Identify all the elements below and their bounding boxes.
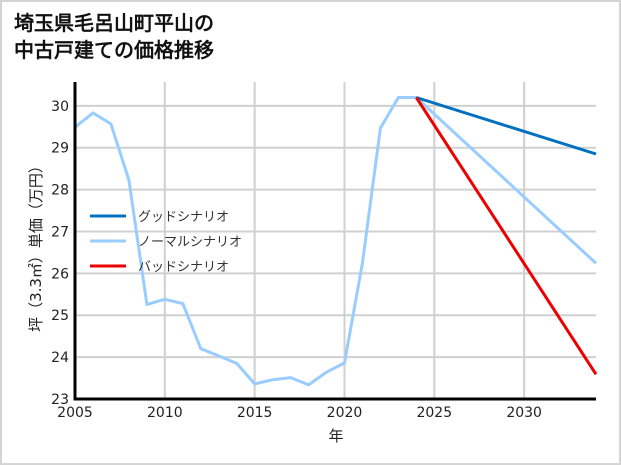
series-line [74,96,598,387]
legend-label: バッドシナリオ [138,260,229,275]
y-axis-label: 坪（3.3㎡）単価（万円） [27,158,45,332]
x-tick-label: 2020 [327,405,363,421]
chart-title: 埼玉県毛呂山町平山の 中古戸建ての価格推移 [14,10,214,64]
series-lines [74,96,598,387]
series-line [415,96,598,376]
y-tick-label: 26 [51,266,69,282]
y-tick-label: 23 [51,392,69,408]
y-tick-label: 24 [51,350,69,366]
axes [73,82,596,401]
series-line [415,96,597,156]
legend-label: グッドシナリオ [138,210,229,225]
x-tick-label: 2015 [237,405,273,421]
legend-label: ノーマルシナリオ [138,235,242,250]
y-tick-label: 25 [51,308,69,324]
x-tick-label: 2005 [57,405,93,421]
x-axis-label: 年 [328,427,343,445]
tick-labels: 23 24 25 26 27 28 29 30 2005 2010 2015 2020 2025 2030 [51,99,542,421]
chart-title-line-2: 中古戸建ての価格推移 [14,38,214,62]
y-tick-label: 27 [51,224,69,240]
chart-title-line-1: 埼玉県毛呂山町平山の [14,11,214,35]
x-tick-label: 2025 [416,405,452,421]
x-tick-label: 2010 [147,405,183,421]
x-tick-label: 2030 [506,405,542,421]
gridlines [75,82,596,399]
y-tick-label: 28 [51,183,69,199]
y-tick-label: 29 [51,141,69,157]
y-tick-label: 30 [51,99,69,115]
